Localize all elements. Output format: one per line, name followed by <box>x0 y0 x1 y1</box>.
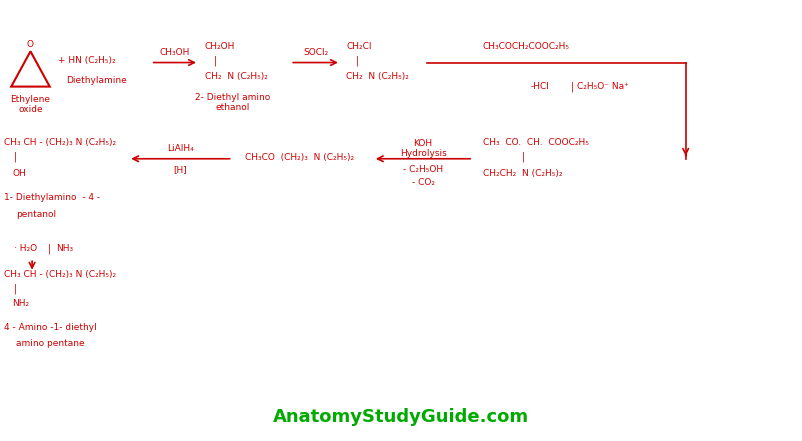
Text: |: | <box>48 243 51 254</box>
Text: CH₂Cl: CH₂Cl <box>346 42 372 51</box>
Text: KOH
Hydrolysis: KOH Hydrolysis <box>399 138 447 158</box>
Text: |: | <box>214 56 217 66</box>
Text: 2- Diethyl amino
ethanol: 2- Diethyl amino ethanol <box>195 93 270 112</box>
Text: CH₂OH: CH₂OH <box>205 42 235 51</box>
Text: 4 - Amino -1- diethyl: 4 - Amino -1- diethyl <box>4 323 97 332</box>
Text: · H₂O: · H₂O <box>14 244 38 253</box>
Text: LiAlH₄: LiAlH₄ <box>167 144 194 153</box>
Text: Diethylamine: Diethylamine <box>66 76 127 85</box>
Text: 1- Diethylamino  - 4 -: 1- Diethylamino - 4 - <box>4 193 100 202</box>
Text: |: | <box>356 56 359 66</box>
Text: CH₃OH: CH₃OH <box>160 48 190 56</box>
Text: |: | <box>14 152 17 162</box>
Text: SOCl₂: SOCl₂ <box>303 48 328 56</box>
Text: |: | <box>571 81 574 92</box>
Text: - C₂H₅OH: - C₂H₅OH <box>403 165 444 175</box>
Text: [H]: [H] <box>173 165 188 175</box>
Text: CH₃ CH - (CH₂)₃ N (C₂H₅)₂: CH₃ CH - (CH₂)₃ N (C₂H₅)₂ <box>4 270 116 279</box>
Text: CH₃CO  (CH₂)₃  N (C₂H₅)₂: CH₃CO (CH₂)₃ N (C₂H₅)₂ <box>245 153 354 162</box>
Text: Ethylene
oxide: Ethylene oxide <box>10 94 51 114</box>
Text: AnatomyStudyGuide.com: AnatomyStudyGuide.com <box>273 408 529 426</box>
Text: CH₃  CO.  CH.  COOC₂H₅: CH₃ CO. CH. COOC₂H₅ <box>483 138 589 147</box>
Text: CH₃COCH₂COOC₂H₅: CH₃COCH₂COOC₂H₅ <box>483 42 569 51</box>
Text: NH₂: NH₂ <box>12 299 29 307</box>
Text: amino pentane: amino pentane <box>16 339 85 348</box>
Text: |: | <box>14 284 17 294</box>
Text: pentanol: pentanol <box>16 210 56 219</box>
Text: OH: OH <box>12 169 26 178</box>
Text: CH₃ CH - (CH₂)₃ N (C₂H₅)₂: CH₃ CH - (CH₂)₃ N (C₂H₅)₂ <box>4 138 116 147</box>
Text: CH₂CH₂  N (C₂H₅)₂: CH₂CH₂ N (C₂H₅)₂ <box>483 169 562 178</box>
Text: + HN (C₂H₅)₂: + HN (C₂H₅)₂ <box>58 56 115 65</box>
Text: O: O <box>27 40 34 49</box>
Text: C₂H₅O⁻ Na⁺: C₂H₅O⁻ Na⁺ <box>577 82 630 91</box>
Text: NH₃: NH₃ <box>56 244 73 253</box>
Text: |: | <box>521 152 525 162</box>
Text: -HCl: -HCl <box>531 82 550 91</box>
Text: CH₂  N (C₂H₅)₂: CH₂ N (C₂H₅)₂ <box>205 72 267 81</box>
Text: CH₂  N (C₂H₅)₂: CH₂ N (C₂H₅)₂ <box>346 72 409 81</box>
Text: - CO₂: - CO₂ <box>411 178 435 187</box>
